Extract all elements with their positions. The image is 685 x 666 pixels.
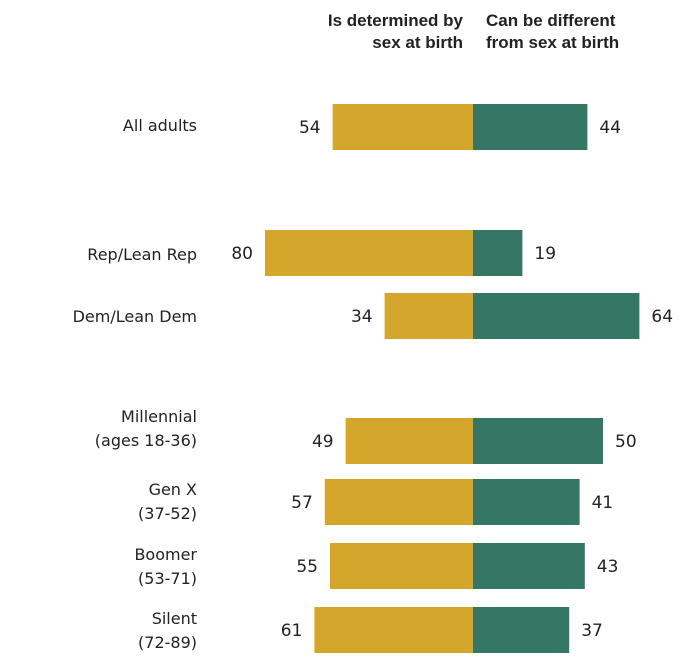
value-label-determined: 80 <box>231 244 253 264</box>
value-label-different: 50 <box>615 432 637 452</box>
value-label-determined: 49 <box>312 432 334 452</box>
category-label-all-adults: All adults <box>123 114 197 138</box>
category-label-line: (72-89) <box>138 633 197 652</box>
bar-can-be-different <box>473 293 640 339</box>
category-label-line: Dem/Lean Dem <box>72 307 197 326</box>
category-label-line: (53-71) <box>138 569 197 588</box>
legend-header-determined: Is determined by sex at birth <box>328 10 463 54</box>
legend-header-different: Can be different from sex at birth <box>486 10 619 54</box>
category-label-boomer: Boomer (53-71) <box>134 543 197 591</box>
legend-header-line: Is determined by <box>327 11 463 30</box>
category-label-silent: Silent (72-89) <box>138 607 197 655</box>
category-label-rep-lean-rep: Rep/Lean Rep <box>87 243 197 267</box>
value-label-different: 43 <box>597 557 619 577</box>
category-label-line: All adults <box>122 116 197 135</box>
value-label-determined: 61 <box>281 621 303 641</box>
bar-can-be-different <box>473 104 588 150</box>
category-label-line: (37-52) <box>138 504 197 523</box>
bar-determined-by-sex-at-birth <box>384 293 473 339</box>
bar-can-be-different <box>473 607 570 653</box>
bar-determined-by-sex-at-birth <box>265 230 473 276</box>
category-label-millennial: Millennial (ages 18-36) <box>95 405 197 453</box>
value-label-different: 64 <box>651 307 673 327</box>
bar-can-be-different <box>473 479 580 525</box>
bar-determined-by-sex-at-birth <box>332 104 473 150</box>
category-label-line: Millennial <box>121 407 197 426</box>
value-label-determined: 34 <box>351 307 373 327</box>
legend-header-line: sex at birth <box>372 33 463 52</box>
bar-determined-by-sex-at-birth <box>324 479 473 525</box>
bar-determined-by-sex-at-birth <box>345 418 473 464</box>
bar-can-be-different <box>473 418 603 464</box>
value-label-different: 44 <box>599 118 621 138</box>
bar-determined-by-sex-at-birth <box>314 607 473 653</box>
value-label-determined: 54 <box>299 118 321 138</box>
value-label-different: 41 <box>592 493 614 513</box>
category-label-line: Rep/Lean Rep <box>87 245 197 264</box>
bar-can-be-different <box>473 230 523 276</box>
category-label-line: Silent <box>151 609 197 628</box>
category-label-line: Boomer <box>134 545 197 564</box>
category-label-line: (ages 18-36) <box>94 431 197 450</box>
bar-determined-by-sex-at-birth <box>330 543 473 589</box>
value-label-determined: 55 <box>296 557 318 577</box>
value-label-different: 19 <box>534 244 556 264</box>
category-label-dem-lean-dem: Dem/Lean Dem <box>73 305 197 329</box>
legend-header-line: Can be different <box>486 11 616 30</box>
bar-can-be-different <box>473 543 585 589</box>
category-label-gen-x: Gen X (37-52) <box>138 478 197 526</box>
value-label-determined: 57 <box>291 493 313 513</box>
value-label-different: 37 <box>581 621 603 641</box>
category-label-line: Gen X <box>148 480 197 499</box>
legend-header-line: from sex at birth <box>486 33 620 52</box>
